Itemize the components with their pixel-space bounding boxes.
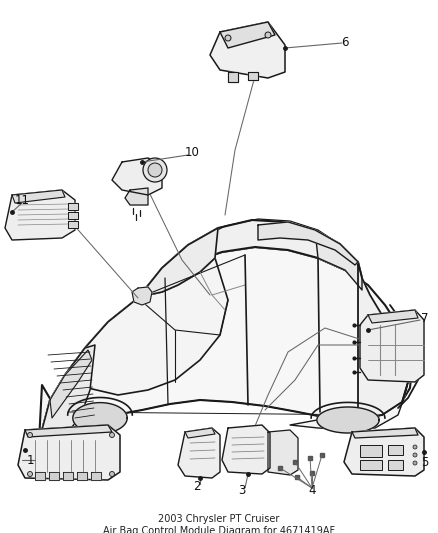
Polygon shape: [184, 428, 215, 438]
Polygon shape: [267, 430, 297, 475]
Polygon shape: [314, 230, 361, 290]
Polygon shape: [343, 428, 423, 476]
Circle shape: [225, 35, 230, 41]
Polygon shape: [112, 158, 162, 195]
Polygon shape: [35, 472, 45, 480]
Polygon shape: [38, 247, 411, 460]
Polygon shape: [38, 258, 227, 460]
Text: 7: 7: [420, 311, 428, 325]
Polygon shape: [68, 203, 78, 210]
Polygon shape: [219, 22, 274, 48]
Text: 10: 10: [184, 146, 199, 158]
Text: 1: 1: [26, 454, 34, 466]
Polygon shape: [125, 188, 148, 205]
Polygon shape: [138, 220, 361, 298]
Polygon shape: [316, 407, 378, 433]
Polygon shape: [367, 310, 417, 323]
Polygon shape: [138, 228, 218, 298]
Polygon shape: [68, 212, 78, 219]
Polygon shape: [247, 72, 258, 80]
Text: 4: 4: [307, 483, 315, 497]
Polygon shape: [49, 472, 59, 480]
Text: 3: 3: [238, 483, 245, 497]
Polygon shape: [290, 382, 407, 430]
Polygon shape: [73, 402, 127, 433]
Polygon shape: [63, 472, 73, 480]
Polygon shape: [227, 72, 237, 82]
Text: 2: 2: [193, 481, 200, 494]
Polygon shape: [132, 287, 152, 305]
Text: 11: 11: [14, 193, 29, 206]
Text: 6: 6: [340, 36, 348, 49]
Circle shape: [265, 32, 270, 38]
Bar: [359, 445, 381, 457]
Circle shape: [109, 432, 114, 438]
Polygon shape: [258, 222, 357, 265]
Text: 5: 5: [420, 456, 428, 469]
Polygon shape: [12, 190, 65, 203]
Polygon shape: [91, 472, 101, 480]
Circle shape: [148, 163, 162, 177]
Polygon shape: [50, 350, 92, 418]
Circle shape: [412, 453, 416, 457]
Polygon shape: [357, 262, 407, 420]
Text: 2003 Chrysler PT Cruiser
Air Bag Control Module Diagram for 4671419AF: 2003 Chrysler PT Cruiser Air Bag Control…: [102, 514, 334, 533]
Polygon shape: [222, 425, 269, 474]
Bar: [359, 460, 381, 470]
Polygon shape: [209, 22, 284, 78]
Polygon shape: [351, 428, 417, 438]
Circle shape: [412, 445, 416, 449]
Circle shape: [28, 472, 32, 477]
Polygon shape: [177, 428, 219, 478]
Polygon shape: [359, 310, 423, 382]
Circle shape: [109, 472, 114, 477]
Polygon shape: [77, 472, 87, 480]
Bar: [387, 445, 402, 455]
Bar: [387, 460, 402, 470]
Polygon shape: [25, 425, 112, 437]
Circle shape: [143, 158, 166, 182]
Polygon shape: [18, 425, 120, 480]
Circle shape: [28, 432, 32, 438]
Circle shape: [412, 461, 416, 465]
Polygon shape: [68, 221, 78, 228]
Polygon shape: [42, 345, 95, 445]
Polygon shape: [5, 190, 75, 240]
